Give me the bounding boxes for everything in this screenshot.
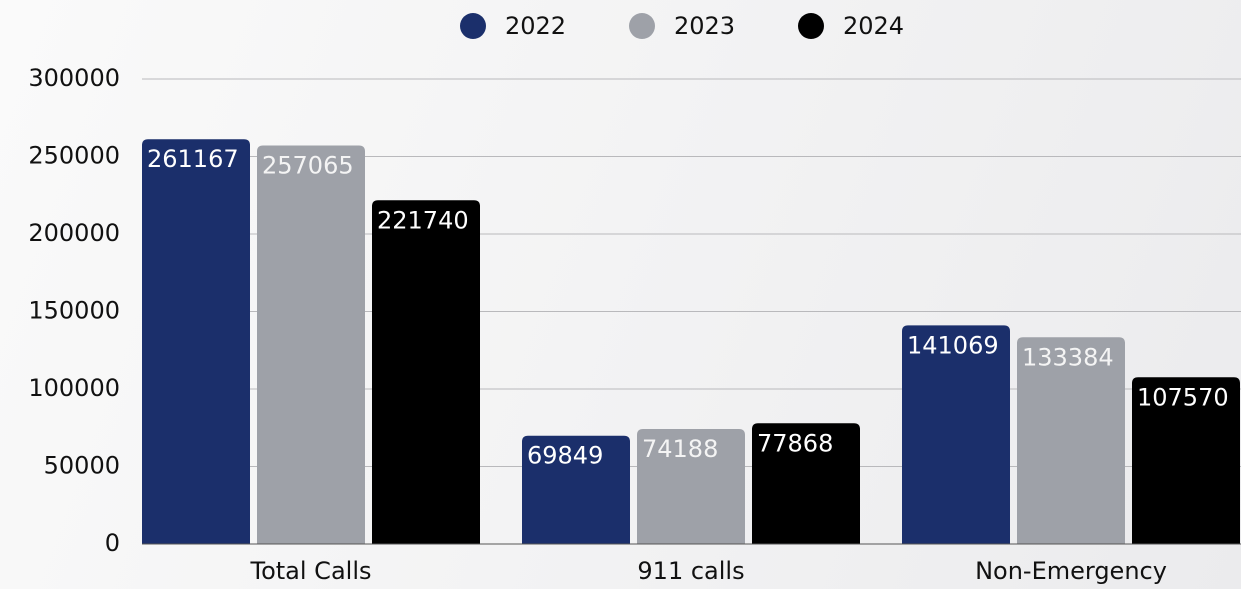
legend-label: 2022 xyxy=(505,12,566,40)
data-label: 133384 xyxy=(1022,343,1114,371)
data-label: 257065 xyxy=(262,152,354,180)
bar xyxy=(257,145,365,544)
x-tick-label: Non-Emergency xyxy=(975,557,1167,585)
data-label: 77868 xyxy=(757,429,833,457)
data-label: 74188 xyxy=(642,435,718,463)
legend-swatch xyxy=(460,13,486,39)
legend-swatch xyxy=(798,13,824,39)
x-tick-label: Total Calls xyxy=(250,557,372,585)
data-label: 141069 xyxy=(907,331,999,359)
x-tick-label: 911 calls xyxy=(637,557,744,585)
y-tick-label: 300000 xyxy=(28,64,120,92)
y-tick-label: 50000 xyxy=(44,452,120,480)
bar xyxy=(372,200,480,545)
legend-label: 2024 xyxy=(843,12,904,40)
y-tick-label: 150000 xyxy=(28,297,120,325)
bar xyxy=(752,423,860,544)
bar xyxy=(142,139,250,544)
legend-swatch xyxy=(629,13,655,39)
legend-label: 2023 xyxy=(674,12,735,40)
data-label: 107570 xyxy=(1137,383,1229,411)
data-label: 221740 xyxy=(377,206,469,234)
data-label: 261167 xyxy=(147,145,239,173)
bar xyxy=(902,325,1010,544)
y-tick-label: 200000 xyxy=(28,219,120,247)
bar xyxy=(1132,377,1240,544)
y-tick-label: 250000 xyxy=(28,142,120,170)
y-tick-label: 100000 xyxy=(28,374,120,402)
bar xyxy=(1017,337,1125,544)
y-tick-label: 0 xyxy=(105,529,120,557)
bar xyxy=(637,429,745,544)
data-label: 69849 xyxy=(527,442,603,470)
bar xyxy=(522,435,630,544)
